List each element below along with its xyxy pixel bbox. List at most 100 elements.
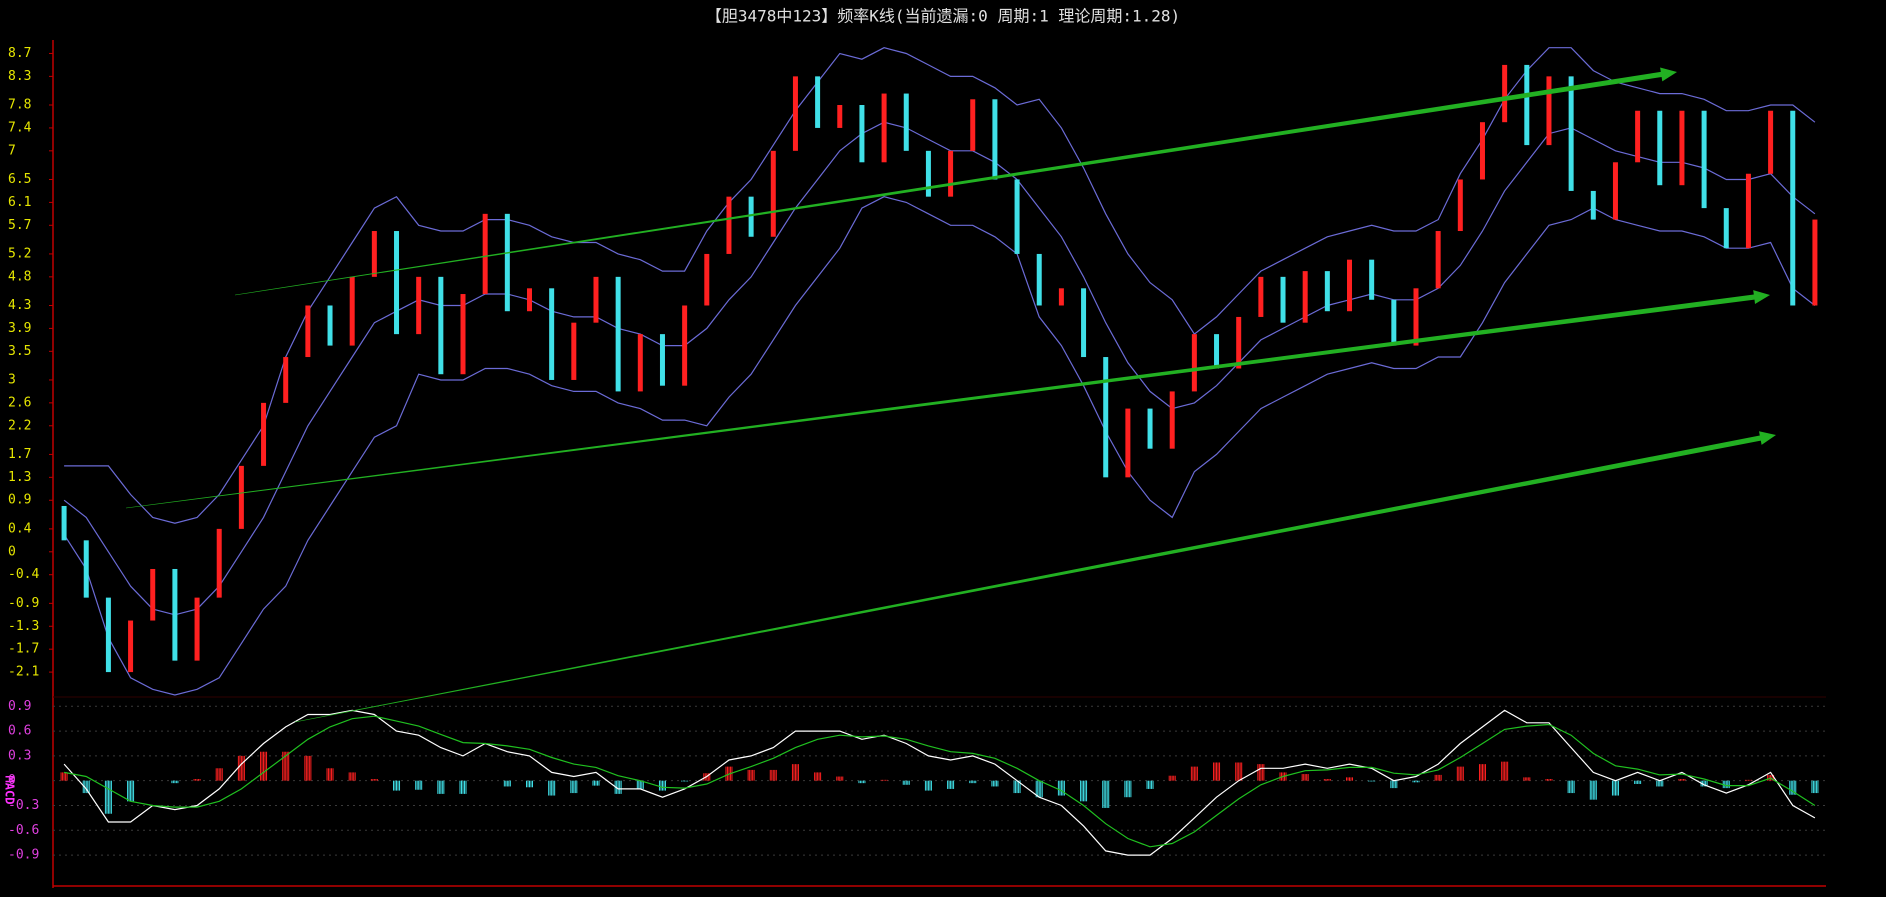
candle bbox=[1058, 288, 1064, 306]
y-tick-label: 7.8 bbox=[8, 98, 31, 113]
trend-arrow bbox=[294, 431, 1776, 723]
candle bbox=[150, 568, 156, 621]
y-tick-label: 3.5 bbox=[8, 344, 31, 359]
candle bbox=[1369, 259, 1375, 300]
candle bbox=[881, 93, 887, 163]
y-tick-label: 6.5 bbox=[8, 172, 31, 187]
candle bbox=[504, 213, 510, 312]
candle bbox=[1568, 76, 1574, 191]
candle bbox=[83, 540, 89, 598]
band-line bbox=[63, 121, 1816, 616]
y-tick-label: 0.4 bbox=[8, 521, 32, 536]
y-tick-label: 3 bbox=[8, 372, 16, 387]
candle bbox=[704, 253, 710, 306]
candle bbox=[1657, 110, 1663, 186]
candle bbox=[1125, 408, 1131, 478]
y-tick-label: -0.9 bbox=[8, 848, 39, 863]
y-tick-label: 6.1 bbox=[8, 195, 31, 210]
candle bbox=[1302, 271, 1308, 323]
candle bbox=[682, 305, 688, 386]
macd-line bbox=[63, 709, 1816, 856]
candle bbox=[61, 505, 67, 541]
y-tick-label: 8.3 bbox=[8, 69, 31, 84]
candle bbox=[549, 288, 555, 380]
y-tick-label: -1.7 bbox=[8, 642, 39, 657]
candle bbox=[261, 402, 267, 466]
y-tick-label: 1.3 bbox=[8, 470, 31, 485]
candle bbox=[726, 196, 732, 254]
candle bbox=[172, 568, 178, 661]
candle bbox=[1590, 190, 1596, 220]
candle bbox=[1391, 299, 1397, 346]
candle bbox=[1258, 276, 1264, 317]
y-tick-label: -2.1 bbox=[8, 665, 39, 680]
candle bbox=[1014, 179, 1020, 254]
candle bbox=[970, 99, 976, 151]
y-tick-label: 0.9 bbox=[8, 699, 31, 714]
candle bbox=[748, 196, 754, 237]
y-tick-label: 3.9 bbox=[8, 321, 31, 336]
candle bbox=[1790, 110, 1796, 306]
trend-arrow bbox=[235, 67, 1677, 296]
band-line bbox=[64, 47, 1816, 524]
candle bbox=[1745, 173, 1751, 249]
candle bbox=[948, 150, 954, 197]
candle bbox=[1524, 64, 1530, 146]
y-tick-label: 8.7 bbox=[8, 46, 31, 61]
candle bbox=[1236, 316, 1242, 369]
candle bbox=[394, 231, 400, 335]
candle bbox=[105, 597, 111, 673]
candle bbox=[1612, 162, 1618, 220]
candle bbox=[1768, 110, 1774, 174]
candle bbox=[460, 294, 466, 375]
band-line bbox=[63, 196, 1816, 696]
candle bbox=[925, 150, 931, 197]
y-tick-label: 7 bbox=[8, 143, 16, 158]
candle bbox=[1723, 208, 1729, 249]
y-tick-label: 2.6 bbox=[8, 395, 31, 410]
candle bbox=[859, 105, 865, 163]
chart-title: 【胆3478中123】频率K线(当前遗漏:0 周期:1 理论周期:1.28) bbox=[706, 7, 1180, 26]
candle bbox=[1812, 219, 1818, 306]
candle bbox=[1413, 288, 1419, 346]
y-tick-label: 7.4 bbox=[8, 120, 32, 135]
candle bbox=[903, 93, 909, 151]
y-tick-label: 0.6 bbox=[8, 724, 31, 739]
y-tick-label: 5.7 bbox=[8, 218, 31, 233]
candle bbox=[593, 276, 599, 323]
candle bbox=[1347, 259, 1353, 312]
candle bbox=[128, 620, 134, 673]
candle bbox=[1147, 408, 1153, 449]
candle bbox=[615, 276, 621, 392]
y-tick-label: 4.8 bbox=[8, 269, 31, 284]
y-tick-label: 1.7 bbox=[8, 447, 31, 462]
y-tick-label: 0.9 bbox=[8, 493, 31, 508]
y-tick-label: -1.3 bbox=[8, 619, 39, 634]
candle bbox=[837, 105, 843, 128]
candle bbox=[1324, 271, 1330, 312]
candle bbox=[1103, 357, 1109, 478]
y-tick-label: 0 bbox=[8, 544, 16, 559]
candle bbox=[792, 76, 798, 151]
candle bbox=[1701, 110, 1707, 209]
candle bbox=[1214, 334, 1220, 369]
candle bbox=[371, 231, 377, 277]
candle bbox=[238, 465, 244, 529]
candle bbox=[416, 276, 422, 335]
candle bbox=[992, 99, 998, 180]
candle bbox=[1191, 334, 1197, 392]
candle bbox=[637, 334, 643, 392]
candle bbox=[1679, 110, 1685, 186]
candle bbox=[1457, 179, 1463, 232]
candle bbox=[1036, 253, 1042, 306]
y-tick-label: -0.4 bbox=[8, 567, 39, 582]
y-tick-label: 0.3 bbox=[8, 748, 31, 763]
y-tick-label: 5.2 bbox=[8, 246, 31, 261]
candle bbox=[1280, 276, 1286, 323]
candle bbox=[327, 305, 333, 346]
macd-label: MACD bbox=[3, 776, 17, 805]
candle bbox=[1546, 76, 1552, 146]
candle bbox=[1479, 122, 1485, 180]
candle bbox=[770, 150, 776, 237]
